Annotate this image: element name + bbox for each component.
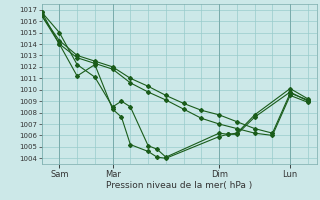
X-axis label: Pression niveau de la mer( hPa ): Pression niveau de la mer( hPa ) bbox=[106, 181, 252, 190]
